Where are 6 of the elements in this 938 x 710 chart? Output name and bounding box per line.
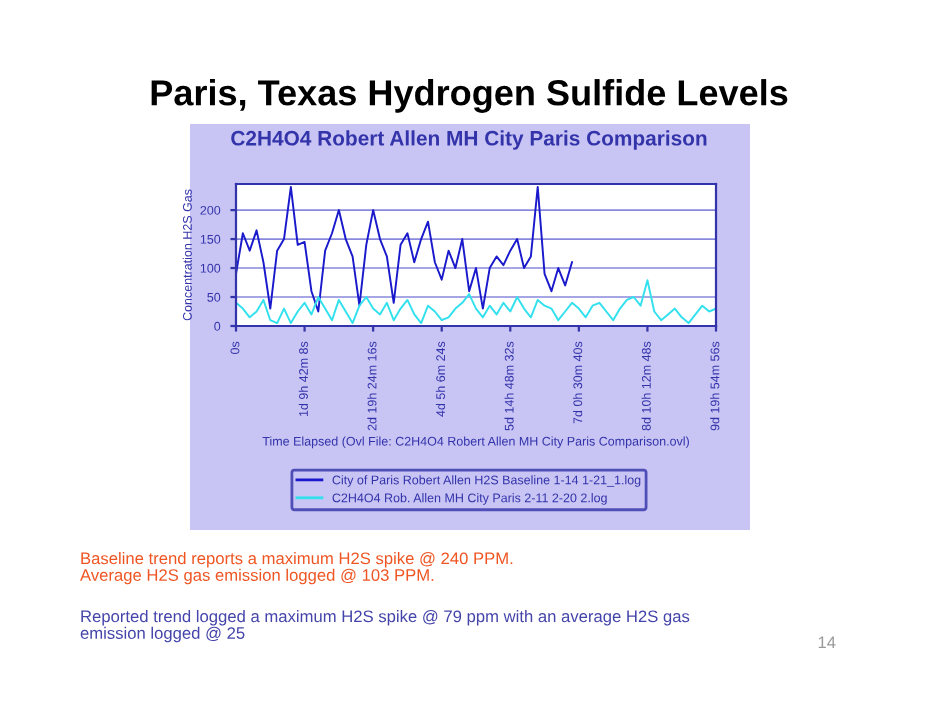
chart-subtitle: C2H4O4 Robert Allen MH City Paris Comparison: [231, 130, 707, 150]
text: Baseline trend reports a maximum H2S spike @ 240 PPM. Average H2S gas emission logged @ 103 PPM.: [80, 552, 513, 585]
text: 14: [818, 636, 836, 649]
text: Reported trend logged a maximum H2S spike @ 79 ppm with an average H2S gas emission logged @ 25: [80, 610, 690, 643]
chart-title: Paris, Texas Hydrogen Sulfide Levels: [151, 79, 788, 113]
line-series: [236, 185, 573, 313]
